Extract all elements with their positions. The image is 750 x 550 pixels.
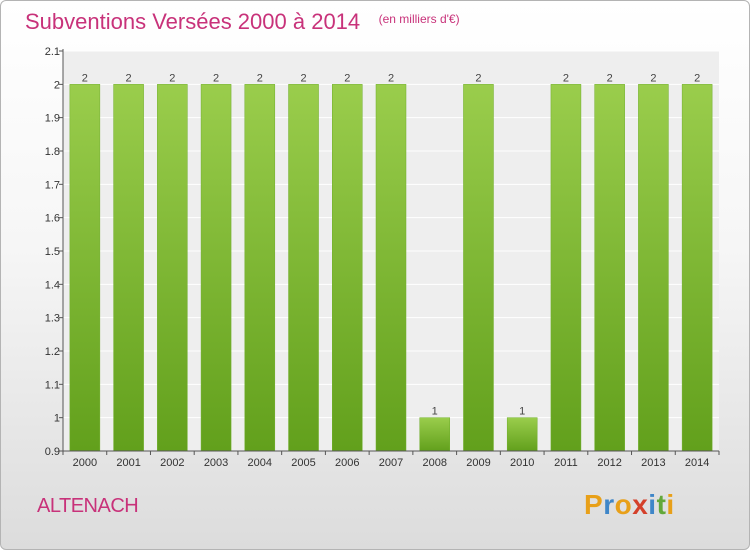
y-tick-label: 1: [54, 413, 60, 425]
bar-2014: [681, 84, 713, 452]
chart-unit: (en milliers d'€): [378, 12, 460, 26]
data-label: 2: [82, 72, 88, 84]
data-label: 2: [126, 72, 132, 84]
x-tick-label: 2010: [510, 457, 534, 469]
data-label: 1: [432, 406, 438, 418]
bar-2000: [69, 84, 101, 452]
bar-2001: [113, 84, 144, 452]
bar-2008: [419, 417, 450, 452]
bar-2004: [244, 84, 276, 452]
bar-2006: [332, 84, 363, 452]
x-tick-label: 2008: [422, 457, 446, 469]
data-label: 2: [475, 72, 481, 84]
title-row: Subventions Versées 2000 à 2014 (en mill…: [25, 9, 460, 35]
x-tick-label: 2001: [116, 457, 140, 469]
y-tick-label: 1.5: [45, 246, 60, 258]
x-tick-label: 2007: [379, 457, 403, 469]
brand-letter: r: [603, 489, 615, 520]
chart-title: Subventions Versées 2000 à 2014: [25, 9, 361, 34]
x-tick-label: 2004: [248, 457, 272, 469]
y-tick-label: 2: [54, 79, 60, 91]
bar-2009: [463, 84, 494, 452]
brand-letter: t: [656, 489, 667, 520]
data-label: 2: [213, 72, 219, 84]
y-tick-label: 1.2: [45, 346, 60, 358]
x-tick-label: 2003: [204, 457, 228, 469]
bar-2003: [200, 84, 232, 452]
data-label: 1: [519, 406, 525, 418]
x-tick-label: 2014: [685, 457, 709, 469]
y-tick-label: 0.9: [45, 446, 60, 458]
place-name: ALTENACH: [37, 495, 139, 517]
bar-2012: [594, 84, 625, 452]
brand-letter: x: [632, 489, 649, 520]
bar-2002: [157, 84, 188, 452]
y-tick-label: 1.7: [45, 179, 60, 191]
x-tick-label: 2013: [641, 457, 665, 469]
data-label: 2: [169, 72, 175, 84]
y-tick-label: 1.4: [45, 279, 60, 291]
brand-letter: i: [666, 489, 675, 520]
brand-logo: Proxiti: [584, 489, 675, 521]
y-tick-label: 1.3: [45, 313, 60, 325]
x-tick-label: 2006: [335, 457, 359, 469]
data-label: 2: [694, 72, 700, 84]
y-tick-label: 1.8: [45, 146, 60, 158]
bar-2005: [288, 84, 319, 452]
x-tick-label: 2011: [554, 457, 578, 469]
bar-2013: [638, 84, 669, 452]
data-label: 2: [257, 72, 263, 84]
data-label: 2: [563, 72, 569, 84]
y-tick-label: 1.9: [45, 113, 60, 125]
x-tick-label: 2000: [73, 457, 97, 469]
y-tick-label: 1.6: [45, 213, 60, 225]
bar-2007: [375, 84, 407, 452]
data-label: 2: [650, 72, 656, 84]
labels: 0.9 1 1.1 1.2 1.3 1.4 1.5 1.6 1.7 1.8 1.9 2 2.1 2 2000…: [45, 46, 710, 469]
x-tick-label: 2009: [466, 457, 490, 469]
bar-2011: [550, 84, 582, 452]
y-tick-label: 2.1: [45, 46, 60, 58]
x-tick-label: 2002: [160, 457, 184, 469]
y-tick-label: 1.1: [45, 379, 60, 391]
x-tick-label: 2005: [291, 457, 315, 469]
brand-letter: P: [584, 489, 604, 520]
bars: [69, 84, 713, 452]
data-label: 2: [344, 72, 350, 84]
brand-letter: o: [614, 489, 633, 520]
axes: [59, 49, 720, 455]
data-label: 2: [388, 72, 394, 84]
bar-2010: [506, 417, 538, 452]
brand-letter: i: [648, 489, 657, 520]
data-label: 2: [300, 72, 306, 84]
x-tick-label: 2012: [597, 457, 621, 469]
data-label: 2: [607, 72, 613, 84]
